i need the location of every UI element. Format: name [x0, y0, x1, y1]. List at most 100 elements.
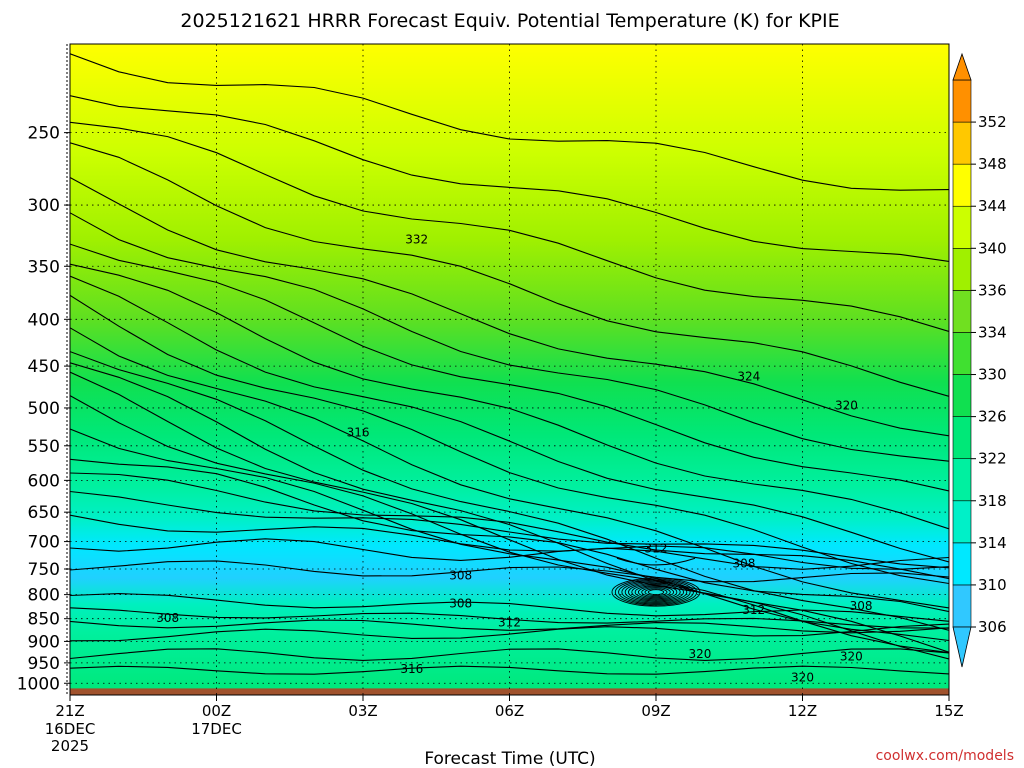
y-tick-label: 900	[28, 632, 60, 652]
x-tick-label: 00Z	[202, 702, 231, 720]
contour-line	[70, 327, 949, 609]
colorbar-swatch	[952, 584, 972, 628]
contour-line	[70, 212, 949, 462]
x-tick-label: 03Z	[348, 702, 377, 720]
x-tick-sublabel: 2025	[51, 737, 89, 755]
contour-label: 312	[645, 541, 668, 555]
credit-text: coolwx.com/models	[876, 748, 1014, 764]
contour-line	[70, 351, 949, 631]
contour-label: 308	[449, 568, 472, 582]
contour-label: 316	[347, 426, 370, 440]
colorbar-swatch	[952, 121, 972, 165]
y-tick-label: 350	[28, 257, 60, 277]
contour-line	[70, 177, 949, 437]
contour-label: 308	[850, 599, 873, 613]
contour-cluster	[641, 587, 671, 598]
contour-cluster	[624, 581, 688, 603]
contour-line	[70, 371, 949, 660]
contour-lines	[70, 53, 949, 675]
plot-area: 332 324 320 316 312 308 308 308 312 308 308 312 320 3…	[70, 44, 949, 695]
contour-line	[616, 557, 696, 566]
colorbar-tick-label: 352	[978, 113, 1007, 131]
contour-cluster	[637, 586, 675, 599]
colorbar-swatch	[952, 79, 972, 123]
contour-label: 308	[156, 611, 179, 625]
contour-labels: 332 324 320 316 312 308 308 308 312 308 308 312 320 3…	[156, 232, 873, 684]
colorbar-tick-label: 340	[978, 239, 1007, 257]
contour-label: 320	[835, 399, 858, 413]
y-tick-label: 950	[28, 654, 60, 674]
y-tick-label: 1000	[17, 674, 60, 694]
x-tick-sublabel: 17DEC	[191, 720, 242, 738]
contour-cluster	[647, 589, 665, 596]
contour-line	[70, 490, 949, 569]
contour-line	[70, 472, 949, 580]
contour-line	[70, 428, 949, 642]
chart-title: 2025121621 HRRR Forecast Equiv. Potentia…	[180, 10, 839, 32]
x-tick-label: 15Z	[934, 702, 963, 720]
colorbar-tick-label: 322	[978, 450, 1007, 468]
contour-line	[70, 294, 949, 585]
contour-label: 332	[405, 232, 428, 246]
surface-layer	[70, 688, 949, 695]
colorbar: 306 310 314 318 322 326 330 334 336 340 344 348 352	[952, 52, 1007, 668]
contour-label: 312	[498, 615, 521, 629]
contour-cluster	[611, 577, 701, 607]
x-axis-label: Forecast Time (UTC)	[424, 749, 595, 768]
contour-line	[70, 619, 949, 634]
x-tick-label: 21Z	[55, 702, 84, 720]
colorbar-swatch	[952, 458, 972, 502]
colorbar-swatch	[952, 374, 972, 417]
contour-label: 312	[742, 603, 765, 617]
colorbar-swatch	[952, 542, 972, 586]
surface-band	[70, 688, 949, 695]
contour-cluster	[628, 582, 684, 602]
contour-line	[70, 142, 949, 397]
colorbar-tick-label: 326	[978, 408, 1007, 426]
contour-cluster	[631, 583, 681, 601]
y-axis: 2503003504004505005506006507007508008509…	[17, 44, 70, 695]
colorbar-swatch	[952, 163, 972, 207]
colorbar-swatch	[952, 332, 972, 375]
colorbar-tick-label: 344	[978, 197, 1007, 215]
contour-line	[70, 458, 949, 613]
contour-line	[70, 607, 949, 629]
y-tick-label: 300	[28, 196, 60, 216]
contour-cluster	[614, 578, 698, 606]
contour-line	[70, 53, 949, 191]
colorbar-tick-label: 330	[978, 366, 1007, 384]
contour-line	[70, 593, 949, 622]
colorbar-tick-label: 348	[978, 155, 1007, 173]
colorbar-tick-label: 336	[978, 281, 1007, 299]
contour-line	[70, 263, 949, 530]
colorbar-swatch	[952, 290, 972, 333]
contour-label: 320	[791, 670, 814, 684]
x-tick-label: 06Z	[495, 702, 524, 720]
contour-line	[70, 623, 949, 642]
contour-line	[70, 665, 949, 675]
x-tick-sublabel: 16DEC	[45, 720, 96, 738]
y-tick-label: 650	[28, 503, 60, 523]
colorbar-tick-label: 306	[978, 618, 1007, 636]
contour-line	[70, 560, 949, 583]
contour-line	[70, 243, 949, 492]
y-tick-label: 750	[28, 560, 60, 580]
y-tick-label: 450	[28, 357, 60, 377]
y-tick-label: 550	[28, 437, 60, 457]
x-tick-label: 12Z	[788, 702, 817, 720]
y-tick-label: 400	[28, 310, 60, 330]
colorbar-swatch	[952, 500, 972, 544]
contour-line	[70, 648, 949, 661]
colorbar-swatch	[952, 248, 972, 291]
colorbar-swatch	[952, 416, 972, 459]
contour-line	[70, 95, 949, 262]
contour-line	[70, 121, 949, 333]
contour-label: 320	[840, 650, 863, 664]
colorbar-swatch	[952, 205, 972, 249]
colorbar-high-arrow	[952, 52, 972, 81]
y-tick-label: 850	[28, 610, 60, 630]
grid-lines	[70, 44, 949, 695]
colorbar-tick-label: 334	[978, 323, 1007, 341]
